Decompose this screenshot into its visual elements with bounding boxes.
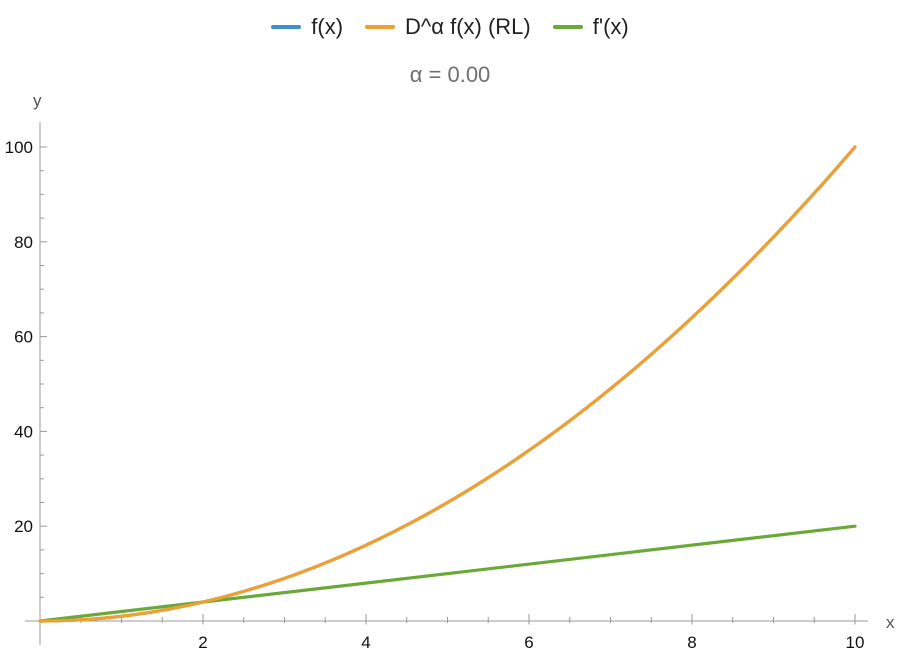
series-derivative-line [38,524,857,623]
series-fx-line [38,145,857,623]
legend-swatch-fx [271,25,302,29]
x-tick-label: 8 [687,633,696,651]
y-tick-label: 20 [14,517,33,536]
legend-swatch-derivative [552,25,583,29]
y-tick-label: 80 [14,233,33,252]
legend-swatch-rl [365,25,396,29]
chart-subtitle: α = 0.00 [409,62,491,87]
legend-item-fx: f(x) [271,14,343,40]
legend-label-rl: D^α f(x) (RL) [405,14,531,39]
x-tick-label: 6 [524,633,533,651]
x-axis-title: x [886,613,895,632]
y-tick-label: 100 [5,138,33,157]
legend-label-derivative: f'(x) [592,14,629,39]
chart-legend: f(x) D^α f(x) (RL) f'(x) [0,12,900,42]
x-tick-label: 10 [846,633,865,651]
legend-item-derivative: f'(x) [552,14,629,40]
series-rl-line [38,145,857,623]
y-tick-label: 60 [14,328,33,347]
x-tick-label: 4 [361,633,370,651]
legend-label-fx: f(x) [311,14,344,39]
x-tick-label: 2 [198,633,207,651]
y-tick-label: 40 [14,422,33,441]
legend-item-rl: D^α f(x) (RL) [365,14,531,40]
y-axis-title: y [33,91,42,110]
